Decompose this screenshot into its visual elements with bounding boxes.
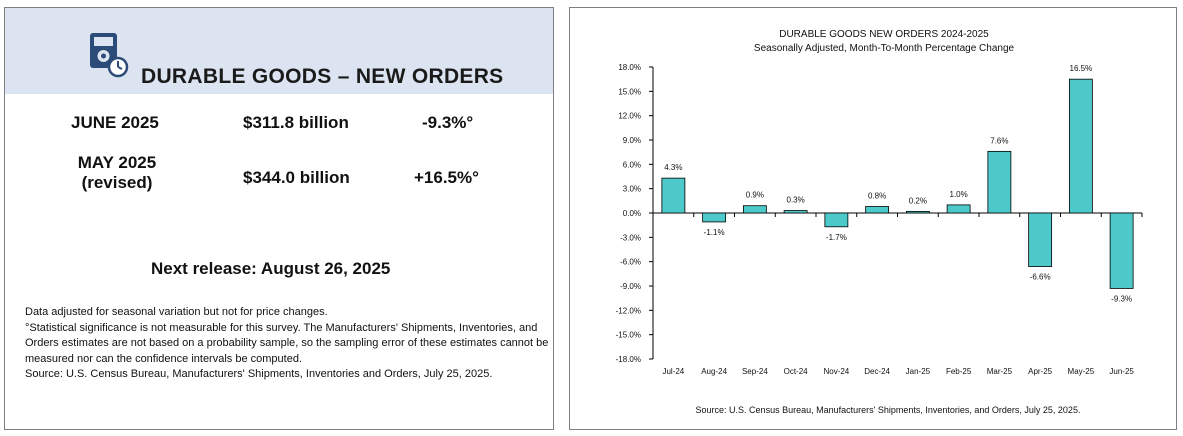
y-tick-label: -3.0% [620,233,641,242]
note-adjustment: Data adjusted for seasonal variation but… [25,306,328,318]
data-label: -6.6% [1030,273,1051,282]
y-tick-label: 18.0% [618,63,641,72]
data-label: 0.2% [909,196,927,205]
y-tick-label: 6.0% [623,160,641,169]
data-label: -1.7% [826,233,847,242]
bar [661,177,686,214]
data-label: 0.9% [746,191,764,200]
june-amount: $311.8 billion [243,113,349,132]
document-clock-icon [89,32,131,80]
x-tick-label: Feb-25 [946,367,972,376]
x-tick-label: Dec-24 [864,367,890,376]
june-period: JUNE 2025 [71,113,159,132]
y-tick-label: -6.0% [620,258,641,267]
data-label: 0.3% [787,196,805,205]
x-tick-label: Aug-24 [701,367,727,376]
bar [1068,78,1093,214]
data-label: 7.6% [990,136,1008,145]
y-tick-label: -18.0% [616,355,641,364]
chart-subtitle: Seasonally Adjusted, Month-To-Month Perc… [754,43,1015,54]
x-tick-label: May-25 [1068,367,1095,376]
x-tick-label: Jan-25 [906,367,931,376]
data-label: 1.0% [950,190,968,199]
bar-chart: DURABLE GOODS NEW ORDERS 2024-2025 Seaso… [616,29,1143,415]
may-period-line2: (revised) [81,173,153,192]
may-period-line1: MAY 2025 [77,153,157,172]
summary-title: DURABLE GOODS – NEW ORDERS [141,65,504,88]
may-period: MAY 2025 (revised) [57,153,177,193]
data-label: -1.1% [704,228,725,237]
x-tick-label: Mar-25 [987,367,1013,376]
next-release: Next release: August 26, 2025 [151,259,391,278]
chart-title: DURABLE GOODS NEW ORDERS 2024-2025 [779,29,989,40]
bar [987,150,1012,214]
x-tick-label: Apr-25 [1028,367,1053,376]
footnotes: Data adjusted for seasonal variation but… [25,305,550,383]
y-tick-label: 0.0% [623,209,641,218]
bar [742,205,767,214]
y-tick-label: 9.0% [623,136,641,145]
bar [783,210,808,214]
data-label: 4.3% [664,163,682,172]
y-tick-label: -9.0% [620,282,641,291]
x-tick-label: Nov-24 [823,367,849,376]
bar [702,212,727,223]
bar [865,206,890,214]
may-change: +16.5%° [414,168,479,187]
bar [905,210,930,214]
data-label: 0.8% [868,192,886,201]
bar [824,212,849,228]
june-change: -9.3%° [422,113,474,132]
x-tick-label: Sep-24 [742,367,768,376]
note-source: Source: U.S. Census Bureau, Manufacturer… [25,368,493,380]
bar [1109,212,1134,289]
note-significance: °Statistical significance is not measura… [25,321,549,365]
x-tick-label: Jul-24 [662,367,684,376]
bar [946,204,971,214]
summary-panel: DURABLE GOODS – NEW ORDERS JUNE 2025 $31… [4,7,554,430]
bar [1028,212,1053,267]
data-label: -9.3% [1111,294,1132,303]
plot-area: 18.0% 15.0% 12.0% 9.0% 6.0% 3.0% 0.0% -3.0% -6.0… [616,63,1143,376]
y-tick-label: -15.0% [616,331,641,340]
x-tick-label: Oct-24 [784,367,809,376]
y-tick-label: 12.0% [618,112,641,121]
may-amount: $344.0 billion [243,168,350,187]
chart-source: Source: U.S. Census Bureau, Manufacturer… [696,405,1081,415]
y-tick-label: 15.0% [618,87,641,96]
x-tick-label: Jun-25 [1109,367,1134,376]
y-tick-label: 3.0% [623,185,641,194]
y-tick-label: -12.0% [616,306,641,315]
chart-panel: DURABLE GOODS NEW ORDERS 2024-2025 Seaso… [569,7,1177,430]
data-label: 16.5% [1070,64,1093,73]
